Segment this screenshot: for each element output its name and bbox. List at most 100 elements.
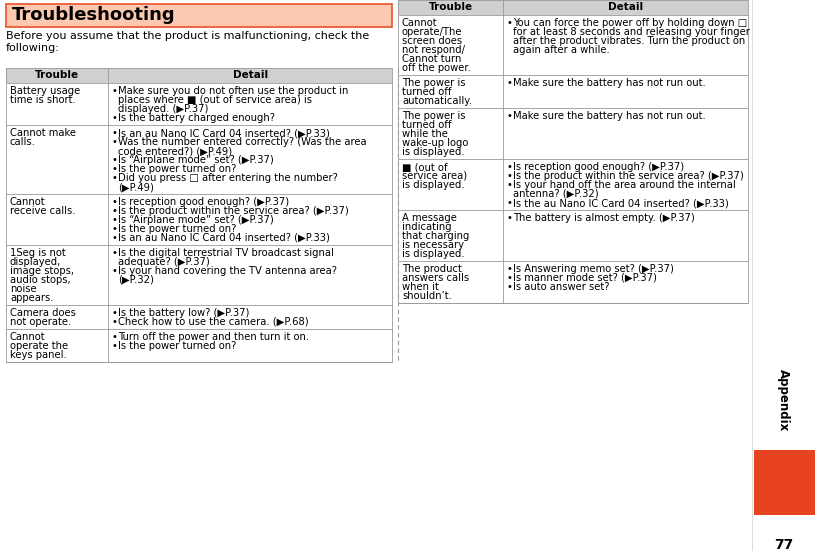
- Text: Appendix: Appendix: [777, 369, 790, 431]
- Text: Cannot: Cannot: [10, 197, 46, 207]
- Text: A message: A message: [402, 213, 457, 223]
- Bar: [6, 83, 392, 125]
- Text: off the power.: off the power.: [402, 63, 471, 73]
- Text: antenna? (▶P.32): antenna? (▶P.32): [513, 189, 598, 199]
- Text: •: •: [112, 113, 121, 123]
- Text: indicating: indicating: [402, 222, 452, 232]
- Text: turned off: turned off: [402, 120, 452, 130]
- Text: •: •: [112, 341, 121, 351]
- Bar: [6, 329, 392, 362]
- Text: Troubleshooting: Troubleshooting: [12, 7, 175, 24]
- Text: answers calls: answers calls: [402, 273, 469, 283]
- Bar: [6, 194, 392, 245]
- Text: •: •: [112, 233, 121, 243]
- Text: time is short.: time is short.: [10, 95, 76, 105]
- Bar: [6, 125, 392, 194]
- Text: when it: when it: [402, 282, 438, 292]
- Text: Detail: Detail: [608, 3, 643, 13]
- Text: Is reception good enough? (▶P.37): Is reception good enough? (▶P.37): [513, 162, 684, 172]
- Bar: [6, 305, 392, 329]
- Text: (▶P.49): (▶P.49): [118, 182, 154, 192]
- Bar: [398, 261, 748, 303]
- Text: •: •: [112, 266, 121, 276]
- Bar: [754, 450, 815, 515]
- Text: not respond/: not respond/: [402, 45, 465, 55]
- Text: places where ■ (out of service area) is: places where ■ (out of service area) is: [118, 95, 312, 105]
- Text: The product: The product: [402, 264, 462, 274]
- Bar: [398, 261, 748, 303]
- Text: The power is: The power is: [402, 78, 465, 88]
- Text: Is the battery low? (▶P.37): Is the battery low? (▶P.37): [118, 308, 249, 318]
- Text: 77: 77: [774, 538, 793, 551]
- Text: Is the product within the service area? (▶P.37): Is the product within the service area? …: [118, 206, 349, 216]
- Text: The power is: The power is: [402, 111, 465, 121]
- Text: service area): service area): [402, 171, 467, 181]
- Text: Is your hand covering the TV antenna area?: Is your hand covering the TV antenna are…: [118, 266, 337, 276]
- Bar: [6, 245, 392, 305]
- Text: is displayed.: is displayed.: [402, 249, 465, 259]
- Text: keys panel.: keys panel.: [10, 350, 67, 360]
- Text: •: •: [112, 206, 121, 216]
- Text: You can force the power off by holding down □: You can force the power off by holding d…: [513, 18, 747, 28]
- Text: Did you press □ after entering the number?: Did you press □ after entering the numbe…: [118, 173, 338, 183]
- Text: is displayed.: is displayed.: [402, 180, 465, 190]
- Text: code entered?) (▶P.49): code entered?) (▶P.49): [118, 146, 232, 156]
- Text: •: •: [112, 197, 121, 207]
- Text: Cannot: Cannot: [10, 332, 46, 342]
- Text: Make sure the battery has not run out.: Make sure the battery has not run out.: [513, 78, 706, 88]
- Text: 1Seg is not: 1Seg is not: [10, 248, 66, 258]
- Bar: [6, 329, 392, 362]
- Text: wake-up logo: wake-up logo: [402, 138, 469, 148]
- Text: Was the number entered correctly? (Was the area: Was the number entered correctly? (Was t…: [118, 137, 367, 147]
- Text: is displayed.: is displayed.: [402, 147, 465, 157]
- Text: •: •: [507, 273, 516, 283]
- Bar: [752, 0, 815, 551]
- Text: Is an au Nano IC Card 04 inserted? (▶P.33): Is an au Nano IC Card 04 inserted? (▶P.3…: [118, 233, 330, 243]
- Text: Camera does: Camera does: [10, 308, 76, 318]
- Text: operate the: operate the: [10, 341, 68, 351]
- Text: Is “Airplane mode” set? (▶P.37): Is “Airplane mode” set? (▶P.37): [118, 155, 274, 165]
- Text: •: •: [507, 171, 516, 181]
- Bar: [398, 15, 748, 75]
- Text: Cannot turn: Cannot turn: [402, 54, 461, 64]
- Bar: [6, 194, 392, 245]
- Bar: [398, 108, 748, 159]
- Bar: [398, 75, 748, 108]
- Text: •: •: [112, 248, 121, 258]
- Text: •: •: [112, 173, 121, 183]
- Text: adequate? (▶P.37): adequate? (▶P.37): [118, 257, 210, 267]
- Text: Is Answering memo set? (▶P.37): Is Answering memo set? (▶P.37): [513, 264, 674, 274]
- Bar: [398, 210, 748, 261]
- Text: •: •: [507, 282, 516, 292]
- Text: Is your hand off the area around the internal: Is your hand off the area around the int…: [513, 180, 736, 190]
- Text: automatically.: automatically.: [402, 96, 472, 106]
- Bar: [6, 83, 392, 125]
- Text: turned off: turned off: [402, 87, 452, 97]
- Text: •: •: [507, 111, 516, 121]
- Text: Cannot make: Cannot make: [10, 128, 76, 138]
- Text: Trouble: Trouble: [35, 71, 79, 80]
- Text: Is the battery charged enough?: Is the battery charged enough?: [118, 113, 275, 123]
- Text: image stops,: image stops,: [10, 266, 74, 276]
- Text: •: •: [112, 317, 121, 327]
- Text: Battery usage: Battery usage: [10, 86, 80, 96]
- Text: Cannot: Cannot: [402, 18, 438, 28]
- Text: Make sure you do not often use the product in: Make sure you do not often use the produ…: [118, 86, 349, 96]
- Bar: [398, 210, 748, 261]
- Text: The battery is almost empty. (▶P.37): The battery is almost empty. (▶P.37): [513, 213, 694, 223]
- Text: •: •: [112, 128, 121, 138]
- Text: screen does: screen does: [402, 36, 462, 46]
- Text: Is reception good enough? (▶P.37): Is reception good enough? (▶P.37): [118, 197, 289, 207]
- Text: •: •: [112, 86, 121, 96]
- Text: •: •: [112, 308, 121, 318]
- Text: receive calls.: receive calls.: [10, 206, 76, 216]
- Text: Make sure the battery has not run out.: Make sure the battery has not run out.: [513, 111, 706, 121]
- Text: Detail: Detail: [232, 71, 267, 80]
- Text: operate/The: operate/The: [402, 27, 462, 37]
- Text: •: •: [507, 198, 516, 208]
- Text: •: •: [112, 164, 121, 174]
- Text: Is the power turned on?: Is the power turned on?: [118, 164, 236, 174]
- Text: •: •: [507, 162, 516, 172]
- Text: •: •: [112, 332, 121, 342]
- Text: not operate.: not operate.: [10, 317, 71, 327]
